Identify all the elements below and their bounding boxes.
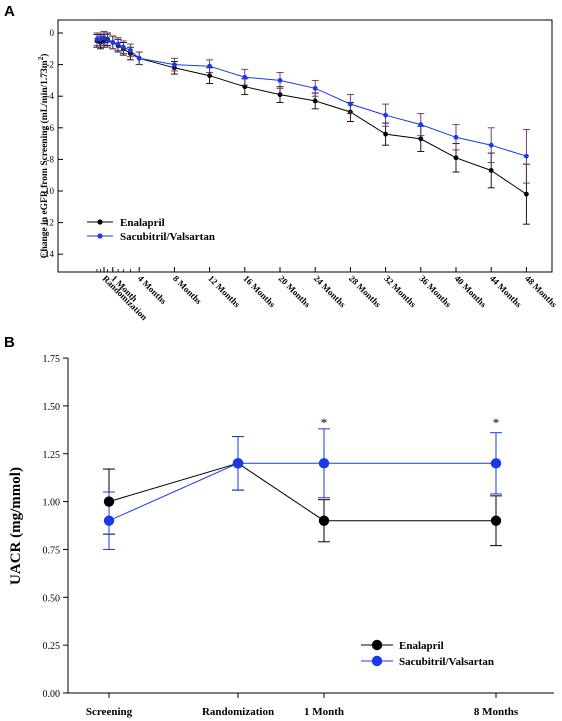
x-tick-label: 40 Months [453, 273, 489, 309]
legend-marker [97, 219, 103, 225]
y-tick-label: 0 [50, 28, 55, 38]
y-tick-label: -14 [42, 249, 54, 259]
legend-label: Enalapril [120, 217, 165, 229]
data-point [348, 101, 353, 107]
data-point [103, 515, 115, 526]
data-point [242, 74, 248, 80]
y-tick-label: 0.75 [43, 545, 61, 556]
legend-marker [97, 233, 103, 239]
data-point [110, 40, 116, 45]
x-tick-label: 44 Months [488, 273, 524, 309]
y-tick-label: 0.50 [43, 593, 61, 604]
legend-label: Sacubitril/Valsartan [399, 656, 494, 668]
panel-b-x-axis: Screening Randomization 1 Month 8 Months [86, 693, 519, 718]
series-line-sacubitril-valsartan [97, 37, 527, 157]
legend-marker [371, 639, 383, 651]
x-tick-label: Randomization [202, 706, 274, 718]
data-point [418, 122, 424, 128]
data-point [488, 142, 494, 148]
panel-b-plot-area: * * [103, 415, 502, 550]
panel-a-y-axis-label: Change in eGFR from Screening (mL/min/1.… [37, 54, 50, 259]
y-tick-label: 0.00 [43, 689, 61, 700]
data-point [524, 191, 529, 197]
data-point [277, 92, 283, 98]
x-tick-label: 48 Months [523, 273, 559, 309]
y-tick-label: 1.75 [43, 354, 61, 365]
data-point [105, 38, 110, 44]
x-tick-label: 1 Month [304, 706, 344, 718]
data-point [453, 155, 459, 161]
legend-marker [371, 655, 383, 667]
data-point [232, 458, 244, 469]
panel-b-y-axis: 0.00 0.25 0.50 0.75 1.00 1.25 1.50 1.75 [43, 354, 68, 700]
data-point [312, 98, 318, 104]
panel-b-y-axis-label: UACR (mg/mmol) [8, 467, 24, 585]
series-line-sacubitril-valsartan [108, 462, 496, 522]
panel-a-plot-area [93, 30, 530, 225]
data-point [172, 62, 177, 67]
significance-marker: * [493, 415, 500, 430]
panel-b-label: B [4, 334, 15, 351]
y-tick-label: -6 [47, 123, 55, 133]
data-point [318, 458, 330, 469]
panel-a-frame [57, 19, 553, 273]
data-point [127, 47, 133, 53]
y-tick-label: 1.00 [43, 498, 61, 509]
y-tick-label: 1.25 [43, 450, 61, 461]
data-point [383, 112, 388, 118]
panel-b-legend: Enalapril Sacubitril/Valsartan [361, 639, 494, 668]
panel-a-y-axis: 0 -2 -4 -6 -8 -10 -12 -14 [42, 28, 63, 259]
panel-a-label: A [4, 3, 15, 20]
y-tick-label: -12 [42, 218, 54, 228]
data-point [318, 515, 330, 526]
y-tick-label: -4 [47, 91, 55, 101]
x-tick-label: 16 Months [241, 273, 277, 309]
data-point [115, 41, 121, 47]
data-point [383, 131, 388, 137]
data-point [490, 458, 502, 469]
significance-marker: * [321, 415, 328, 430]
x-tick-label: 32 Months [382, 273, 418, 309]
data-point [312, 85, 318, 91]
x-tick-label: 20 Months [277, 273, 313, 309]
x-tick-label: Screening [86, 706, 133, 718]
x-tick-label: 28 Months [347, 273, 383, 309]
legend-label: Enalapril [399, 640, 444, 652]
x-tick-label: 12 Months [206, 273, 242, 309]
data-point [490, 515, 502, 526]
x-tick-label: 4 Months [136, 273, 169, 306]
x-tick-label: 8 Months [171, 273, 204, 306]
data-point [524, 153, 529, 159]
y-tick-label: -8 [47, 154, 55, 164]
y-tick-label: -10 [42, 186, 54, 196]
panel-b: B 0.00 0.25 0.50 0.75 1.00 1.25 1.50 1.75 Scree… [4, 334, 554, 718]
data-point [207, 73, 213, 79]
legend-label: Sacubitril/Valsartan [120, 231, 215, 243]
data-point [120, 44, 126, 50]
y-tick-label: -2 [47, 60, 55, 70]
data-point [488, 168, 494, 173]
data-point [103, 496, 115, 507]
panel-a-legend: Enalapril Sacubitril/Valsartan [87, 217, 215, 243]
x-tick-label: 36 Months [417, 273, 453, 309]
data-point [277, 78, 283, 83]
data-point [101, 35, 107, 41]
data-point [418, 136, 424, 142]
x-tick-label: 24 Months [312, 273, 348, 309]
data-point [136, 55, 142, 61]
data-point [94, 36, 100, 42]
y-tick-label: 1.50 [43, 402, 61, 413]
y-tick-label: 0.25 [43, 641, 61, 652]
x-tick-label: 8 Months [474, 706, 519, 718]
series-line-enalapril [108, 462, 496, 522]
data-point [453, 134, 459, 140]
data-point [207, 63, 213, 69]
